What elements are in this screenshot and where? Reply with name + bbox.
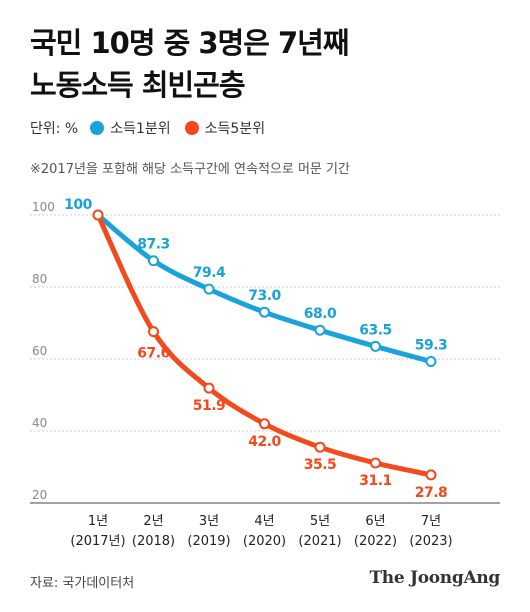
x-tick-sublabel-1: (2017년) (70, 534, 125, 549)
x-tick-sublabel-7: (2023) (409, 534, 452, 549)
x-tick-label-6: 6년 (365, 514, 385, 529)
data-label-quintile-1-3: 79.4 (193, 265, 226, 281)
x-tick-sublabel-5: (2021) (298, 534, 341, 549)
point-quintile-1-4 (259, 306, 270, 318)
title-line-1: 국민 10명 중 3명은 7년째 (30, 26, 350, 60)
data-label-quintile-1-6: 63.5 (359, 322, 392, 338)
publisher-logo: The JoongAng (369, 568, 500, 588)
data-label-quintile-5-7: 27.8 (415, 485, 448, 501)
data-label-quintile-1-4: 73.0 (248, 288, 281, 304)
data-label-quintile-1-2: 87.3 (137, 237, 170, 253)
chart-title: 국민 10명 중 3명은 7년째 노동소득 최빈곤층 (30, 22, 350, 106)
data-label-quintile-5-3: 51.9 (193, 398, 226, 414)
point-quintile-1-2 (148, 255, 159, 267)
legend-dot-quintile-1 (90, 121, 105, 135)
footnote: ※2017년을 포함해 해당 소득구간에 연속적으로 머문 기간 (30, 162, 350, 177)
point-quintile-5-5 (314, 441, 326, 453)
y-tick-label-40: 40 (32, 416, 47, 430)
x-tick-label-4: 4년 (254, 514, 274, 529)
x-tick-sublabel-3: (2019) (187, 534, 230, 549)
x-tick-label-2: 2년 (143, 514, 163, 529)
legend-label-quintile-5: 소득5분위 (204, 121, 266, 137)
y-tick-label-80: 80 (32, 272, 47, 286)
y-tick-label-60: 60 (32, 344, 47, 358)
data-label-quintile-1-1: 100 (64, 197, 92, 213)
data-label-quintile-1-5: 68.0 (304, 306, 337, 322)
point-quintile-1-7 (425, 356, 437, 368)
x-tick-sublabel-2: (2018) (132, 534, 175, 549)
data-label-quintile-5-5: 35.5 (304, 457, 337, 473)
point-quintile-5-6 (370, 457, 381, 469)
source-text: 자료: 국가데이터처 (30, 576, 135, 591)
point-quintile-5-2 (148, 326, 159, 338)
title-line-2: 노동소득 최빈곤층 (30, 68, 246, 102)
data-label-quintile-5-4: 42.0 (248, 434, 281, 450)
point-quintile-5-1 (92, 209, 104, 221)
legend-label-quintile-1: 소득1분위 (110, 121, 171, 137)
x-tick-label-3: 3년 (199, 514, 219, 529)
y-tick-label-100: 100 (32, 200, 55, 214)
legend-item-quintile-5: 소득5분위 (184, 118, 266, 138)
data-label-quintile-5-2: 67.6 (137, 346, 170, 362)
legend-item-quintile-1: 소득1분위 (90, 118, 171, 138)
legend: 단위: % 소득1분위 소득5분위 (30, 118, 279, 138)
point-quintile-5-7 (425, 469, 437, 481)
x-tick-label-1: 1년 (88, 514, 108, 529)
point-quintile-1-5 (314, 324, 326, 336)
point-quintile-5-4 (259, 418, 270, 430)
x-tick-sublabel-4: (2020) (243, 534, 286, 549)
x-tick-label-5: 5년 (310, 514, 330, 529)
x-tick-label-7: 7년 (421, 514, 441, 529)
data-label-quintile-1-7: 59.3 (415, 338, 448, 354)
unit-label: 단위: % (30, 121, 79, 137)
point-quintile-1-6 (370, 340, 381, 352)
point-quintile-1-3 (203, 283, 215, 295)
x-tick-sublabel-6: (2022) (354, 534, 397, 549)
legend-dot-quintile-5 (184, 121, 199, 135)
point-quintile-5-3 (203, 382, 215, 394)
y-tick-label-20: 20 (32, 488, 47, 502)
data-label-quintile-5-6: 31.1 (359, 473, 392, 489)
